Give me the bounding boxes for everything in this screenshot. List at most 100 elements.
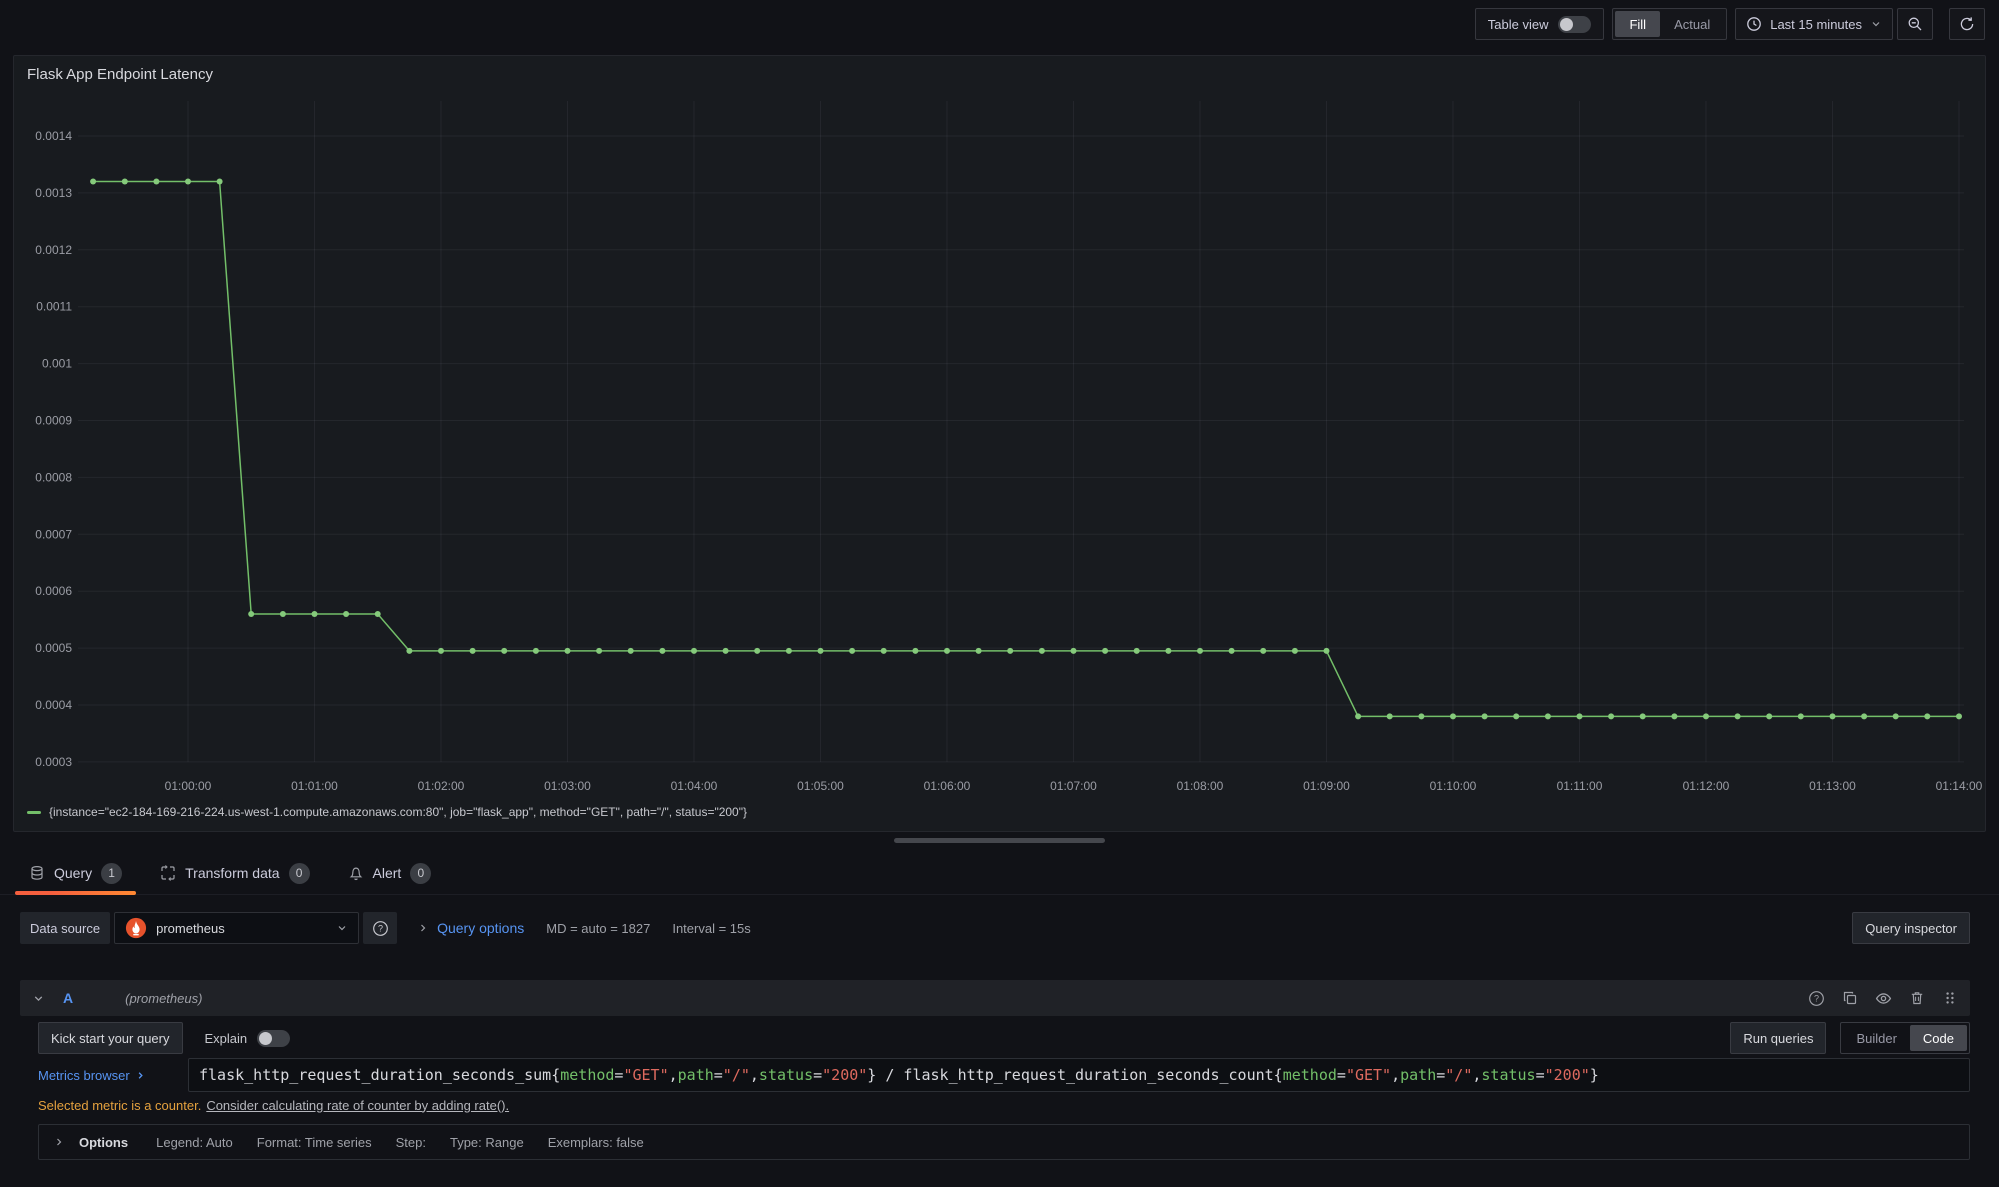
warning-rate-link[interactable]: Consider calculating rate of counter by … [206,1097,510,1113]
fill-actual-segmented: Fill Actual [1612,8,1728,40]
tab-alert-label: Alert [372,865,402,881]
builder-button[interactable]: Builder [1843,1025,1909,1051]
toggle-knob [259,1031,273,1045]
svg-text:0.0008: 0.0008 [35,470,72,484]
svg-text:01:11:00: 01:11:00 [1557,779,1603,793]
warning-text: Selected metric is a counter. [38,1097,202,1113]
datasource-picker[interactable]: prometheus [114,912,360,944]
svg-text:01:12:00: 01:12:00 [1683,779,1730,793]
query-datasource-hint: (prometheus) [125,990,203,1006]
counter-warning: Selected metric is a counter. Consider c… [38,1096,509,1114]
promql-expression-input[interactable]: flask_http_request_duration_seconds_sum{… [188,1058,1970,1092]
query-row-header[interactable]: A (prometheus) ? [20,980,1970,1016]
table-view-label: Table view [1487,16,1549,32]
options-step-stat: Step: [395,1134,426,1150]
run-queries-button[interactable]: Run queries [1730,1022,1827,1054]
svg-text:01:03:00: 01:03:00 [544,779,591,793]
help-icon: ? [372,920,388,936]
svg-text:0.0005: 0.0005 [35,641,72,655]
svg-text:0.0013: 0.0013 [35,186,72,200]
panel-title: Flask App Endpoint Latency [27,66,213,83]
svg-text:0.001: 0.001 [42,357,72,371]
database-icon [31,865,43,880]
kick-start-query-button[interactable]: Kick start your query [38,1022,183,1054]
drag-grip-icon[interactable] [1942,990,1958,1006]
svg-text:01:10:00: 01:10:00 [1430,779,1477,793]
editor-tabs: Query 1 Transform data 0 Alert 0 [0,852,1999,895]
query-options-link[interactable]: Query options [437,920,525,936]
datasource-selected: prometheus [156,920,225,936]
query-options-summary[interactable]: Options Legend: Auto Format: Time series… [38,1124,1970,1160]
series-legend-label: {instance="ec2-184-169-216-224.us-west-1… [49,805,747,819]
svg-text:01:08:00: 01:08:00 [1177,779,1224,793]
svg-text:01:02:00: 01:02:00 [418,779,465,793]
svg-text:01:06:00: 01:06:00 [924,779,971,793]
zoom-out-button[interactable] [1897,8,1933,40]
svg-text:0.0011: 0.0011 [36,300,72,314]
tab-query[interactable]: Query 1 [15,852,137,895]
delete-query-trash-icon[interactable] [1909,990,1925,1006]
top-toolbar: Table view Fill Actual Last 15 minutes [0,0,1999,48]
datasource-bar: Data source prometheus ? Query options M… [20,912,1970,944]
query-expression-row: Metrics browser flask_http_request_durat… [38,1058,1970,1092]
latency-chart[interactable]: 0.0014 0.0013 0.0012 0.0011 0.001 0.0009 0.000… [14,56,1985,801]
query-inspector-button[interactable]: Query inspector [1852,912,1970,944]
options-format-stat: Format: Time series [256,1134,372,1150]
datasource-help-button[interactable]: ? [363,912,398,944]
duplicate-query-icon[interactable] [1842,990,1858,1006]
svg-text:01:01:00: 01:01:00 [291,779,338,793]
time-range-picker[interactable]: Last 15 minutes [1735,8,1893,40]
svg-text:01:00:00: 01:00:00 [165,779,212,793]
builder-code-segmented: Builder Code [1840,1022,1970,1054]
explain-toggle[interactable] [257,1029,291,1047]
metrics-browser-label: Metrics browser [38,1067,130,1083]
query-help-icon[interactable]: ? [1808,990,1825,1007]
svg-text:01:04:00: 01:04:00 [671,779,718,793]
tab-transform-label: Transform data [185,865,280,881]
svg-text:0.0006: 0.0006 [35,584,72,598]
fill-button[interactable]: Fill [1615,11,1661,37]
query-options-caret-icon[interactable] [417,922,429,934]
chevron-down-icon [1872,22,1880,27]
splitter-drag-handle[interactable] [894,838,1105,843]
svg-text:01:13:00: 01:13:00 [1809,779,1856,793]
tab-transform-badge: 0 [288,862,310,884]
tab-transform-data[interactable]: Transform data 0 [146,852,323,894]
chevron-down-icon [338,926,346,931]
time-range-label: Last 15 minutes [1770,16,1862,32]
table-view-toggle[interactable] [1558,15,1592,33]
tab-query-label: Query [54,865,93,881]
refresh-icon [1960,17,1974,31]
options-legend-stat: Legend: Auto [156,1134,233,1150]
clock-icon [1747,17,1762,31]
options-caret-icon[interactable] [53,1136,65,1148]
tab-alert-badge: 0 [410,862,432,884]
toggle-visibility-eye-icon[interactable] [1875,990,1892,1007]
promql-expression: flask_http_request_duration_seconds_sum{… [199,1066,1599,1084]
code-button[interactable]: Code [1909,1025,1967,1051]
max-data-points-stat: MD = auto = 1827 [546,920,651,936]
refresh-button[interactable] [1949,8,1985,40]
collapse-chevron-icon[interactable] [32,992,45,1005]
datasource-label: Data source [20,912,111,944]
options-type-stat: Type: Range [449,1134,524,1150]
table-view-control: Table view [1474,8,1605,40]
metrics-browser-link[interactable]: Metrics browser [38,1068,188,1083]
tab-query-badge: 1 [101,862,123,884]
svg-text:?: ? [1814,993,1819,1003]
query-row-actions: ? [1808,990,1958,1007]
svg-text:0.0012: 0.0012 [35,243,72,257]
series-legend[interactable]: {instance="ec2-184-169-216-224.us-west-1… [27,805,747,819]
chevron-right-icon [138,1071,143,1079]
prometheus-logo [126,917,147,939]
zoom-out-icon [1908,17,1922,31]
pane-splitter [0,838,1999,843]
actual-button[interactable]: Actual [1660,11,1724,37]
query-ref-id[interactable]: A [63,990,74,1006]
transform-icon [161,865,175,881]
tab-alert[interactable]: Alert 0 [334,852,446,894]
options-title: Options [79,1134,129,1150]
options-exemplars-stat: Exemplars: false [547,1134,644,1150]
interval-stat: Interval = 15s [672,920,751,936]
svg-text:0.0003: 0.0003 [35,755,72,769]
